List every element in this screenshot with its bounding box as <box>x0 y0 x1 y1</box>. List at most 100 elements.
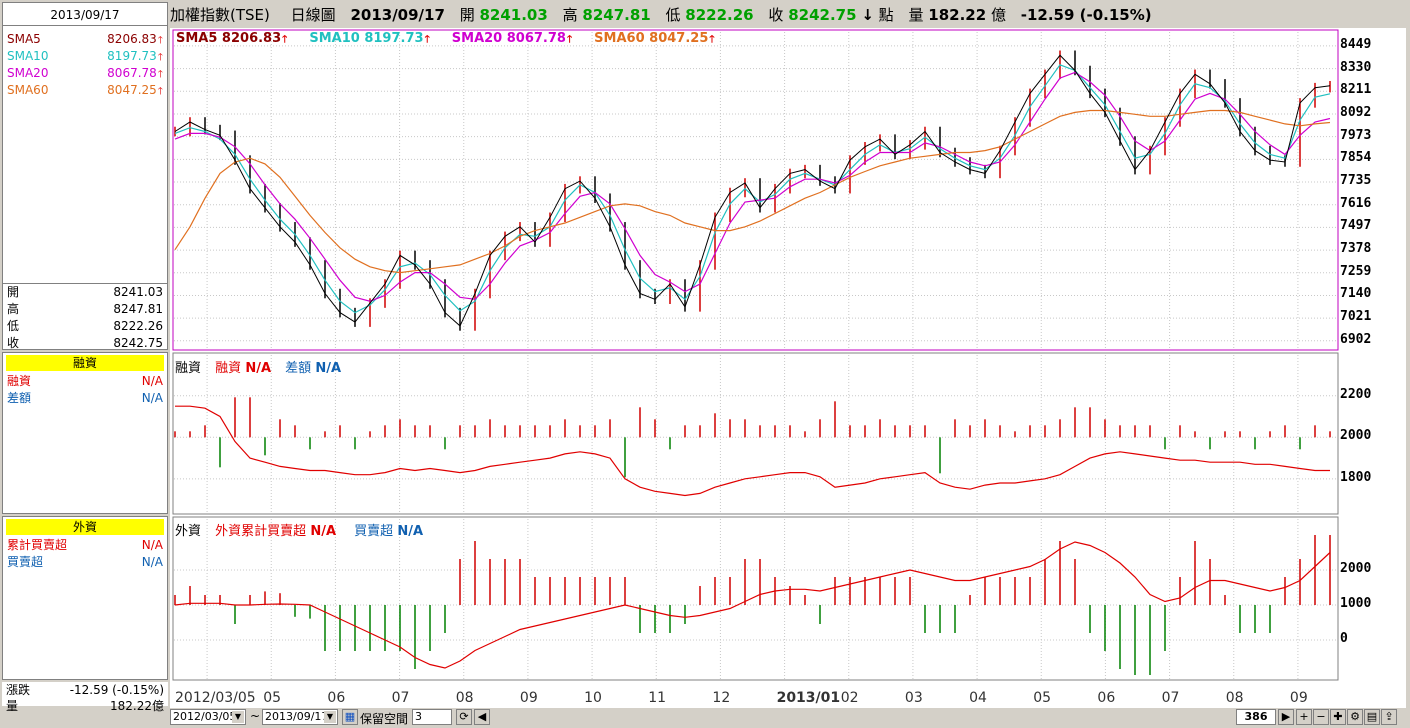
chevron-down-icon[interactable]: ▼ <box>232 711 244 723</box>
margin-value: N/A <box>141 391 163 405</box>
crosshair-icon[interactable]: ✚ <box>1330 709 1346 725</box>
margin-series-group <box>174 397 1331 497</box>
foreign-legend: 外資 外資累計買賣超 N/A 買賣超 N/A <box>175 520 423 539</box>
foreign-header: 外資 <box>6 519 164 535</box>
up-arrow-icon: 🡑 <box>157 35 163 46</box>
volume-label: 量 <box>6 699 19 713</box>
down-arrow-icon: ↓ <box>861 6 874 24</box>
ohlc-row: 低 8222.26 <box>7 318 163 334</box>
change-label: 漲跌 <box>6 683 31 697</box>
grid-lines <box>174 32 1337 679</box>
margin-legend-s1: 融資 <box>215 361 242 376</box>
high-value: 8247.81 <box>582 6 651 24</box>
count-value: 386 <box>1244 710 1268 723</box>
margin-legend: 融資 融資 N/A 差額 N/A <box>175 357 341 376</box>
y-tick-label: 8092 <box>1340 104 1372 120</box>
series-line-close <box>174 54 1331 327</box>
volume-row: 量 182.22億 <box>6 698 164 714</box>
x-tick-label: 2013/01 <box>776 690 841 706</box>
close-value: 8242.75 <box>788 6 857 24</box>
foreign-label: 累計買賣超 <box>7 538 68 552</box>
price-legend-entry: SMA10 8197.73🡑 <box>309 31 430 46</box>
start-date-field[interactable]: 2012/03/05 ▼ <box>170 709 246 725</box>
price-panel-frame <box>172 29 1339 351</box>
margin-row: 差額 N/A <box>7 390 163 406</box>
price-series-group <box>174 50 1331 331</box>
ohlc-label: 開 <box>7 285 20 299</box>
count-display: 386 <box>1236 709 1276 725</box>
low-label: 低 <box>665 6 681 24</box>
ohlc-value: 8247.81 <box>113 302 163 316</box>
print-icon[interactable]: ▤ <box>1364 709 1380 725</box>
settings-icon[interactable]: ⚙ <box>1347 709 1363 725</box>
series-line-外資累計買賣超 <box>174 541 1331 669</box>
scroll-left-icon[interactable]: ◀ <box>474 709 490 725</box>
foreign-legend-s2-value: N/A <box>397 524 424 539</box>
scroll-right-icon[interactable]: ▶ <box>1278 709 1294 725</box>
y-tick-label: 1800 <box>1340 469 1372 485</box>
x-tick-label: 06 <box>327 690 346 706</box>
reserve-space-value: 3 <box>415 710 422 723</box>
price-legend: SMA5 8206.83🡑 SMA10 8197.73🡑 SMA20 8067.78… <box>176 31 737 49</box>
foreign-legend-s2: 買賣超 <box>354 524 394 539</box>
price-legend-entry: SMA5 8206.83🡑 <box>176 31 288 46</box>
price-legend-entry: SMA20 8067.78🡑 <box>451 31 573 46</box>
open-label: 開 <box>459 6 475 24</box>
margin-row: 融資 N/A <box>7 373 163 389</box>
zoom-out-icon[interactable]: − <box>1313 709 1329 725</box>
volume-header-label: 量 <box>908 6 924 24</box>
x-tick-label: 05 <box>263 690 282 706</box>
foreign-row: 累計買賣超 N/A <box>7 537 163 553</box>
y-tick-label: 7616 <box>1340 195 1372 211</box>
start-date-value: 2012/03/05 <box>173 710 237 723</box>
margin-label: 融資 <box>7 374 32 388</box>
y-tick-label: 2200 <box>1340 386 1372 402</box>
refresh-icon[interactable]: ⟳ <box>456 709 472 725</box>
foreign-legend-s1: 外資累計買賣超 <box>215 524 307 539</box>
sma-label: SMA5 <box>7 32 41 46</box>
x-tick-label: 10 <box>584 690 602 706</box>
margin-header: 融資 <box>6 355 164 371</box>
foreign-legend-title: 外資 <box>175 524 202 539</box>
up-arrow-icon: 🡑 <box>282 34 288 45</box>
series-line-SMA60 <box>174 109 1331 274</box>
sma-row: SMA10 8197.73🡑 <box>7 48 163 64</box>
sma-value: 8206.83🡑 <box>107 32 163 46</box>
foreign-label: 買賣超 <box>7 555 44 569</box>
margin-legend-s2-value: N/A <box>315 361 342 376</box>
sma-row: SMA5 8206.83🡑 <box>7 31 163 47</box>
foreign-legend-s1-value: N/A <box>310 524 337 539</box>
period-label: 日線圖 <box>290 6 336 24</box>
export-icon[interactable]: ⇪ <box>1381 709 1397 725</box>
chevron-down-icon[interactable]: ▼ <box>324 711 336 723</box>
zoom-in-icon[interactable]: + <box>1296 709 1312 725</box>
range-tilde: ~ <box>250 709 261 723</box>
margin-value: N/A <box>141 374 163 388</box>
index-name: 加權指數(TSE) <box>170 6 270 24</box>
margin-label: 差額 <box>7 391 32 405</box>
header-date: 2013/09/17 <box>350 6 445 24</box>
margin-legend-title: 融資 <box>175 361 202 376</box>
up-arrow-icon: 🡑 <box>157 69 163 80</box>
chart-background <box>170 28 1406 708</box>
reserve-space-input[interactable]: 3 <box>412 709 452 725</box>
series-line-SMA20 <box>174 71 1331 302</box>
up-arrow-icon: 🡑 <box>566 34 573 45</box>
calendar-icon[interactable]: ▦ <box>342 709 358 725</box>
open-value: 8241.03 <box>479 6 548 24</box>
left-top-panel: 2013/09/17 SMA5 8206.83🡑 SMA10 8197.73🡑 SMA2… <box>2 2 168 350</box>
ohlc-row: 高 8247.81 <box>7 301 163 317</box>
x-tick-label: 05 <box>1033 690 1052 706</box>
y-tick-label: 6902 <box>1340 331 1372 347</box>
x-tick-label: 09 <box>1289 690 1308 706</box>
end-date-field[interactable]: 2013/09/17 ▼ <box>262 709 338 725</box>
y-tick-label: 7497 <box>1340 218 1372 234</box>
sma-value: 8047.25🡑 <box>107 83 163 97</box>
sma-label: SMA20 <box>7 66 49 80</box>
ohlc-values-list: 開 8241.03 高 8247.81 低 8222.26 收 8242.75 <box>3 283 167 350</box>
y-tick-label: 7140 <box>1340 286 1372 302</box>
ohlc-label: 低 <box>7 319 20 333</box>
up-arrow-icon: 🡑 <box>157 86 163 97</box>
x-tick-label: 11 <box>648 690 667 706</box>
